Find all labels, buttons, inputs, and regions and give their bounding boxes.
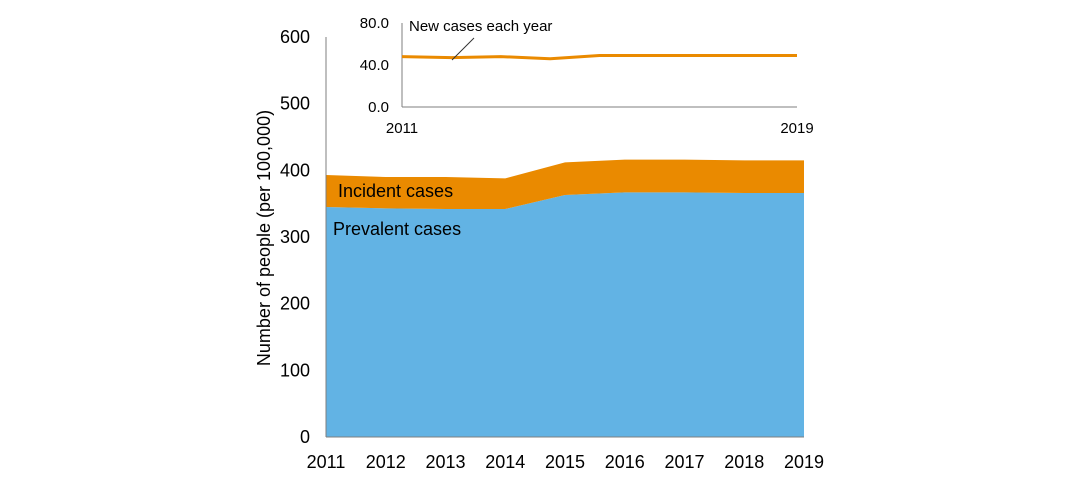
x-tick-label: 2011 (307, 452, 346, 472)
y-tick-label: 400 (280, 160, 310, 180)
x-tick-label: 2017 (664, 452, 704, 472)
x-tick-label: 2015 (545, 452, 585, 472)
x-tick-label: 2016 (605, 452, 645, 472)
inset-series-label: New cases each year (409, 18, 552, 35)
y-tick-label: 200 (280, 294, 310, 314)
y-tick-label: 0 (300, 427, 310, 447)
x-tick-label: 2014 (485, 452, 525, 472)
inset-label-leader (451, 37, 475, 61)
new-cases-line (401, 54, 797, 61)
inset-y-tick-label: 0.0 (368, 99, 389, 116)
x-tick-label: 2012 (366, 452, 406, 472)
inset-y-tick-label: 80.0 (360, 15, 389, 32)
prevalent-cases-label: Prevalent cases (333, 219, 461, 239)
inset-x-tick-label: 2011 (386, 120, 418, 137)
y-axis-title: Number of people (per 100,000) (254, 110, 274, 366)
x-tick-label: 2013 (425, 452, 465, 472)
incident-cases-area (326, 159, 804, 209)
y-tick-label: 100 (280, 360, 310, 380)
x-tick-label: 2018 (724, 452, 764, 472)
y-tick-label: 600 (280, 27, 310, 47)
prevalent-cases-area (326, 192, 804, 437)
inset-x-tick-label: 2019 (780, 120, 813, 137)
x-tick-label: 2019 (784, 452, 824, 472)
y-tick-label: 500 (280, 94, 310, 114)
inset-y-tick-label: 40.0 (360, 57, 389, 74)
y-tick-label: 300 (280, 227, 310, 247)
incident-cases-label: Incident cases (338, 181, 453, 201)
